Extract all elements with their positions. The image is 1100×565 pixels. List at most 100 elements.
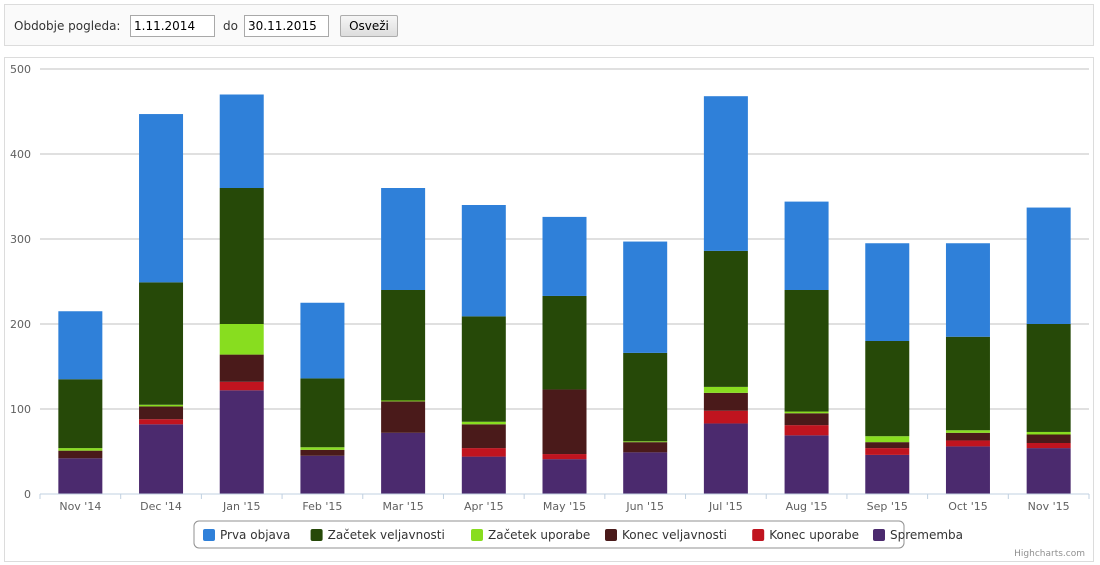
bar-segment[interactable]	[865, 341, 910, 437]
legend-item[interactable]: Sprememba	[873, 528, 963, 542]
legend-swatch	[605, 529, 617, 541]
bar-segment[interactable]	[300, 447, 345, 450]
bar-segment[interactable]	[1026, 443, 1071, 449]
legend-swatch	[310, 529, 323, 541]
bar-segment[interactable]	[58, 450, 103, 459]
bar-segment[interactable]	[58, 458, 103, 494]
y-tick-label: 300	[10, 233, 31, 246]
bar-segment[interactable]	[865, 454, 910, 494]
bar-segment[interactable]	[381, 290, 426, 401]
refresh-button[interactable]: Osveži	[340, 15, 398, 37]
bar-segment[interactable]	[58, 448, 103, 451]
bar-segment[interactable]	[381, 401, 426, 433]
bar-segment[interactable]	[219, 381, 264, 391]
date-to-input[interactable]	[244, 15, 329, 37]
bar-segment[interactable]	[784, 201, 829, 290]
legend-label: Začetek veljavnosti	[328, 528, 445, 542]
bar-segment[interactable]	[703, 423, 748, 494]
bar-segment[interactable]	[58, 311, 103, 380]
bar-segment[interactable]	[461, 421, 506, 425]
bar-segment[interactable]	[865, 448, 910, 455]
bar-segment[interactable]	[461, 205, 506, 317]
bar-segment[interactable]	[461, 316, 506, 422]
bar-segment[interactable]	[865, 243, 910, 341]
bar-segment[interactable]	[542, 389, 587, 455]
legend-box	[193, 520, 905, 549]
bar-segment[interactable]	[945, 336, 990, 431]
bar-segment[interactable]	[945, 440, 990, 447]
bar-segment[interactable]	[219, 94, 264, 189]
bar-segment[interactable]	[139, 282, 184, 405]
bar-segment[interactable]	[139, 406, 184, 420]
bar-segment[interactable]	[1026, 431, 1071, 435]
bar-segment[interactable]	[703, 250, 748, 387]
bar-segment[interactable]	[784, 411, 829, 414]
bar-segment[interactable]	[945, 446, 990, 494]
legend-item[interactable]: Začetek uporabe	[471, 528, 590, 542]
bar-segment[interactable]	[1026, 324, 1071, 432]
bar-segment[interactable]	[945, 243, 990, 337]
bar-segment[interactable]	[300, 449, 345, 456]
bar-segment[interactable]	[219, 390, 264, 494]
bar-segment[interactable]	[300, 455, 345, 494]
bar-segment[interactable]	[139, 419, 184, 425]
bar-segment[interactable]	[703, 386, 748, 393]
bar-segment[interactable]	[703, 96, 748, 251]
y-tick-label: 0	[24, 488, 31, 501]
bar-segment[interactable]	[784, 435, 829, 494]
y-tick-label: 200	[10, 318, 31, 331]
bar-segment[interactable]	[219, 188, 264, 324]
to-label: do	[223, 19, 238, 33]
bar-segment[interactable]	[139, 404, 184, 407]
bar-segment[interactable]	[461, 424, 506, 449]
bar-segment[interactable]	[623, 441, 668, 443]
legend-swatch	[203, 529, 215, 541]
bar-segment[interactable]	[58, 379, 103, 449]
bar-segment[interactable]	[784, 413, 829, 426]
bar-segment[interactable]	[784, 425, 829, 436]
bar-segment[interactable]	[945, 430, 990, 433]
bar-segment[interactable]	[623, 442, 668, 453]
legend-item[interactable]: Konec veljavnosti	[605, 528, 727, 542]
bar-segment[interactable]	[219, 324, 264, 355]
y-tick-label: 500	[10, 63, 31, 76]
legend-label: Konec veljavnosti	[622, 528, 727, 542]
bar-segment[interactable]	[865, 442, 910, 449]
bar-segment[interactable]	[381, 188, 426, 290]
legend-item[interactable]: Konec uporabe	[752, 528, 859, 542]
bar-segment[interactable]	[461, 456, 506, 494]
legend-item[interactable]: Začetek veljavnosti	[310, 528, 445, 542]
x-tick-label: Apr '15	[464, 500, 504, 513]
bar-segment[interactable]	[623, 452, 668, 494]
legend: Prva objava Začetek veljavnosti Začetek up…	[193, 520, 963, 549]
date-from-input[interactable]	[130, 15, 215, 37]
bar-segment[interactable]	[1026, 434, 1071, 444]
bar-segment[interactable]	[542, 459, 587, 494]
bar-segment[interactable]	[623, 241, 668, 353]
bar-segment[interactable]	[139, 424, 184, 494]
bar-segment[interactable]	[139, 114, 184, 283]
bar-segment[interactable]	[784, 290, 829, 412]
legend-label: Sprememba	[890, 528, 963, 542]
legend-item[interactable]: Prva objava	[203, 528, 290, 542]
x-tick-label: Jun '15	[625, 500, 664, 513]
bar-segment[interactable]	[703, 392, 748, 411]
bar-segment[interactable]	[945, 432, 990, 441]
credits-link[interactable]: Highcharts.com	[1014, 549, 1085, 559]
bar-segment[interactable]	[461, 448, 506, 457]
bar-segment[interactable]	[1026, 448, 1071, 494]
bar-segment[interactable]	[219, 354, 264, 382]
bar-segment[interactable]	[381, 400, 426, 402]
bar-segment[interactable]	[542, 216, 587, 296]
bar-segment[interactable]	[300, 302, 345, 379]
bar-segment[interactable]	[865, 436, 910, 443]
bar-segment[interactable]	[703, 410, 748, 424]
bar-segment[interactable]	[300, 378, 345, 448]
bar-segment[interactable]	[381, 432, 426, 494]
stacked-bar-chart: 0 100 200 300 400 500 Nov '14 Dec '14 Jan '15 Feb…	[10, 63, 1090, 559]
legend-label: Prva objava	[220, 528, 290, 542]
bar-segment[interactable]	[542, 295, 587, 390]
bar-segment[interactable]	[542, 454, 587, 460]
bar-segment[interactable]	[1026, 207, 1071, 324]
bar-segment[interactable]	[623, 352, 668, 442]
